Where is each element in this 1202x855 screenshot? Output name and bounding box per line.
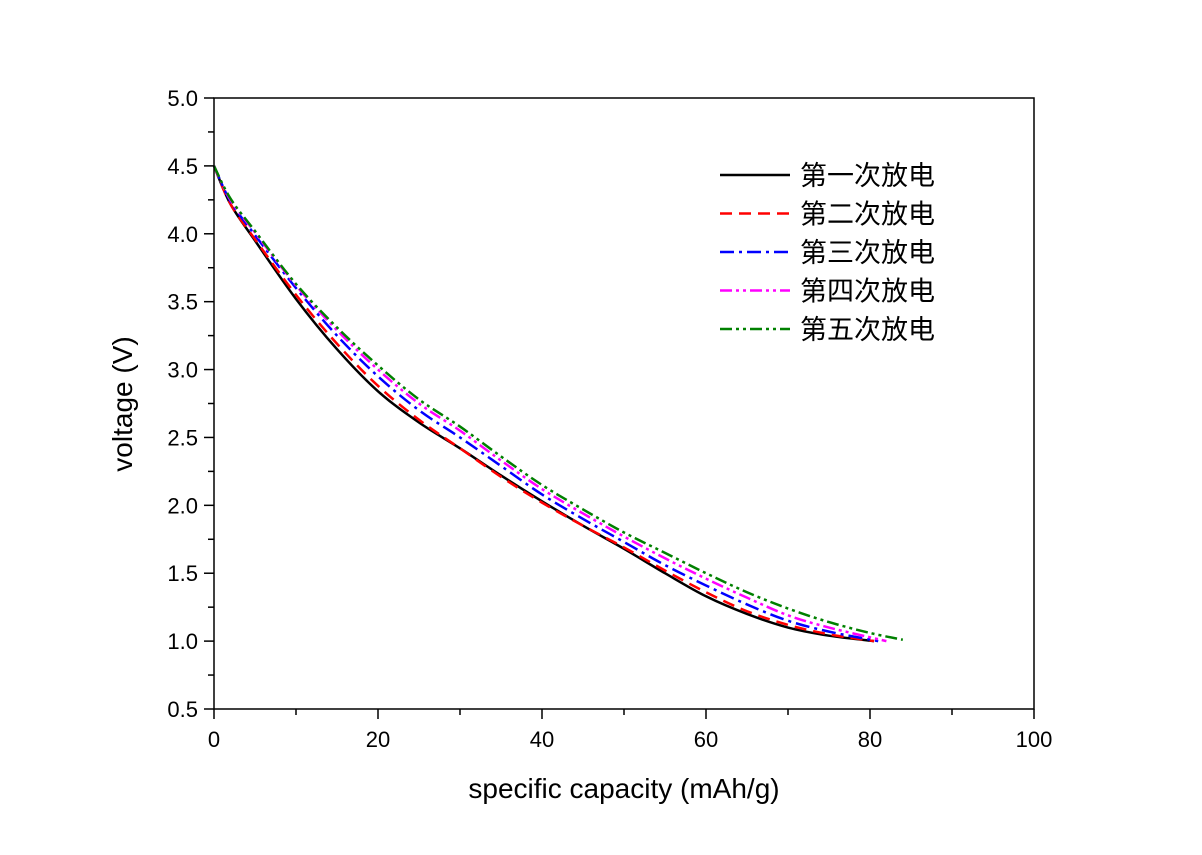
series-line-4 xyxy=(212,165,887,643)
series-line-2 xyxy=(212,165,875,643)
legend-label: 第四次放电 xyxy=(800,277,935,307)
series-line-1 xyxy=(212,165,875,643)
x-axis-label: specific capacity (mAh/g) xyxy=(468,773,779,804)
y-tick-label: 2.0 xyxy=(167,493,198,518)
series-lines xyxy=(212,165,904,643)
y-tick-label: 4.5 xyxy=(167,154,198,179)
series-line-5 xyxy=(212,165,904,641)
legend-label: 第三次放电 xyxy=(800,238,935,268)
x-tick-label: 60 xyxy=(694,727,718,752)
x-tick-label: 80 xyxy=(858,727,882,752)
y-tick-label: 1.5 xyxy=(167,561,198,586)
legend-label: 第二次放电 xyxy=(800,200,935,230)
y-axis-label: voltage (V) xyxy=(107,336,138,471)
y-tick-label: 2.5 xyxy=(167,425,198,450)
x-tick-label: 20 xyxy=(366,727,390,752)
x-tick-label: 100 xyxy=(1016,727,1053,752)
y-tick-label: 1.0 xyxy=(167,629,198,654)
x-tick-label: 40 xyxy=(530,727,554,752)
axis-ticks: 0 20 40 60 80 100 0.5 1.0 1.5 2.0 2.5 3.0 3.5 4.0 4.5 5… xyxy=(167,86,1052,752)
y-tick-label: 3.5 xyxy=(167,290,198,315)
series-line-3 xyxy=(212,165,879,643)
y-tick-label: 4.0 xyxy=(167,222,198,247)
legend-label: 第五次放电 xyxy=(800,315,935,345)
legend-label: 第一次放电 xyxy=(800,161,935,191)
y-tick-label: 5.0 xyxy=(167,86,198,111)
y-tick-label: 0.5 xyxy=(167,697,198,722)
x-tick-label: 0 xyxy=(208,727,220,752)
y-tick-label: 3.0 xyxy=(167,358,198,383)
